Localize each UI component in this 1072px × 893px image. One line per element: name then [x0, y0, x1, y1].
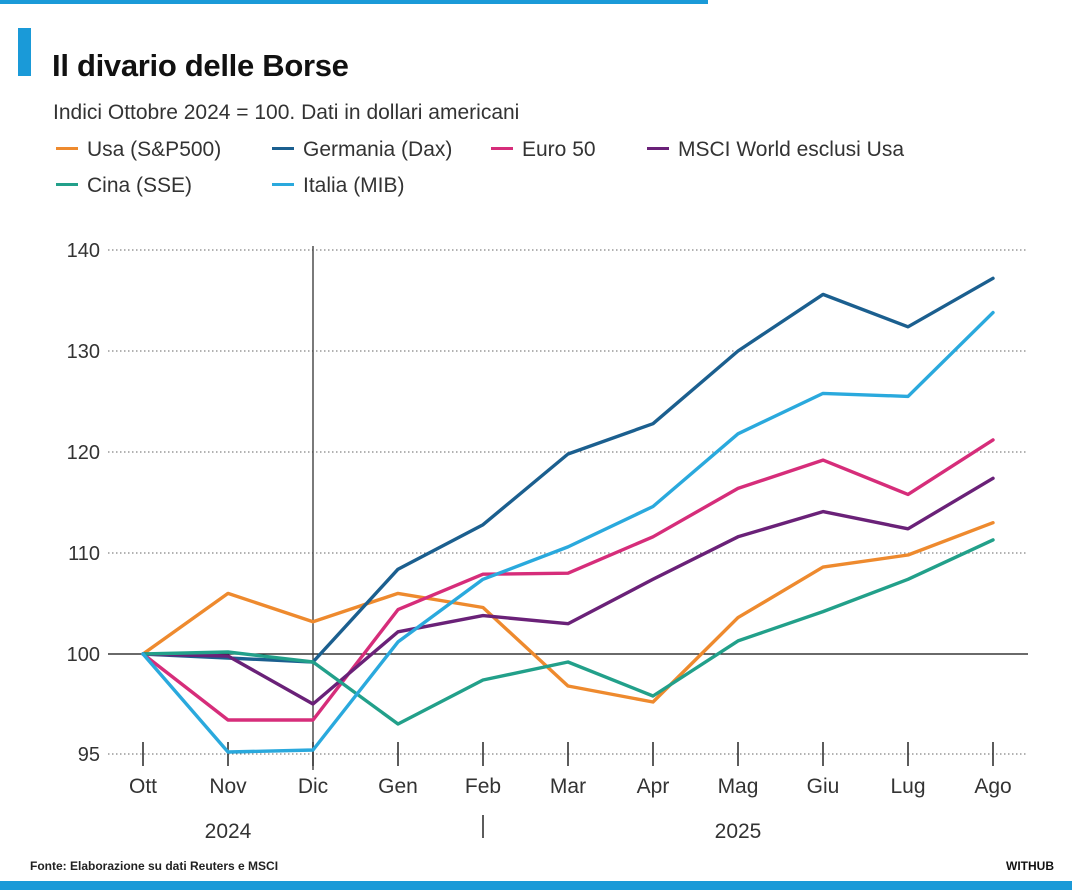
- series-line-italia-mib: [141, 310, 995, 754]
- x-tick-label: Mar: [550, 775, 586, 798]
- y-tick-label: 130: [67, 341, 100, 363]
- legend-label: Usa (S&P500): [87, 138, 222, 161]
- x-tick-label: Mag: [718, 775, 759, 798]
- x-tick-label: Apr: [637, 775, 670, 798]
- legend-label: Germania (Dax): [303, 138, 453, 161]
- series-line-germania-dax: [141, 276, 995, 664]
- year-label: 2024: [205, 820, 252, 843]
- top-accent-rule: [0, 0, 708, 4]
- brand-label: WITHUB: [1006, 859, 1054, 873]
- legend-item: Euro 50: [491, 138, 596, 162]
- legend-swatch: [647, 146, 669, 150]
- year-label: 2025: [715, 820, 762, 843]
- legend-swatch: [56, 146, 78, 150]
- legend-item: MSCI World esclusi Usa: [647, 138, 904, 162]
- series-line-usa-s-p500: [141, 521, 995, 704]
- x-tick-label: Nov: [209, 775, 247, 798]
- legend-item: Usa (S&P500): [56, 138, 221, 162]
- legend-item: Cina (SSE): [56, 174, 192, 198]
- legend-swatch: [56, 182, 78, 186]
- series-line-cina-sse: [141, 538, 995, 726]
- x-tick-label: Giu: [807, 775, 840, 798]
- chart-title: Il divario delle Borse: [52, 48, 349, 83]
- x-tick-label: Gen: [378, 775, 418, 798]
- legend-label: Euro 50: [522, 138, 596, 161]
- x-tick-label: Ott: [129, 775, 157, 798]
- legend-item: Italia (MIB): [272, 174, 405, 198]
- y-tick-label: 95: [78, 744, 100, 766]
- legend-label: MSCI World esclusi Usa: [678, 138, 904, 161]
- legend-item: Germania (Dax): [272, 138, 452, 162]
- legend-label: Cina (SSE): [87, 174, 193, 197]
- source-note: Fonte: Elaborazione su dati Reuters e MS…: [30, 859, 279, 873]
- legend-swatch: [272, 182, 294, 186]
- x-tick-label: Feb: [465, 775, 501, 798]
- y-tick-label: 140: [67, 240, 100, 262]
- series-line-euro-50: [141, 438, 995, 722]
- chart-subtitle: Indici Ottobre 2024 = 100. Dati in dolla…: [53, 101, 520, 124]
- series-line-msci-world-esclusi-usa: [141, 476, 995, 706]
- y-tick-label: 120: [67, 442, 100, 464]
- x-tick-label: Lug: [890, 775, 925, 798]
- bottom-accent-rule: [0, 881, 1072, 890]
- legend-label: Italia (MIB): [303, 174, 405, 197]
- title-accent-bar: [18, 28, 31, 76]
- x-tick-label: Ago: [974, 775, 1011, 798]
- legend-swatch: [272, 146, 294, 150]
- y-tick-label: 100: [67, 644, 100, 666]
- y-tick-label: 110: [68, 543, 100, 565]
- x-tick-label: Dic: [298, 775, 328, 798]
- legend-swatch: [491, 146, 513, 150]
